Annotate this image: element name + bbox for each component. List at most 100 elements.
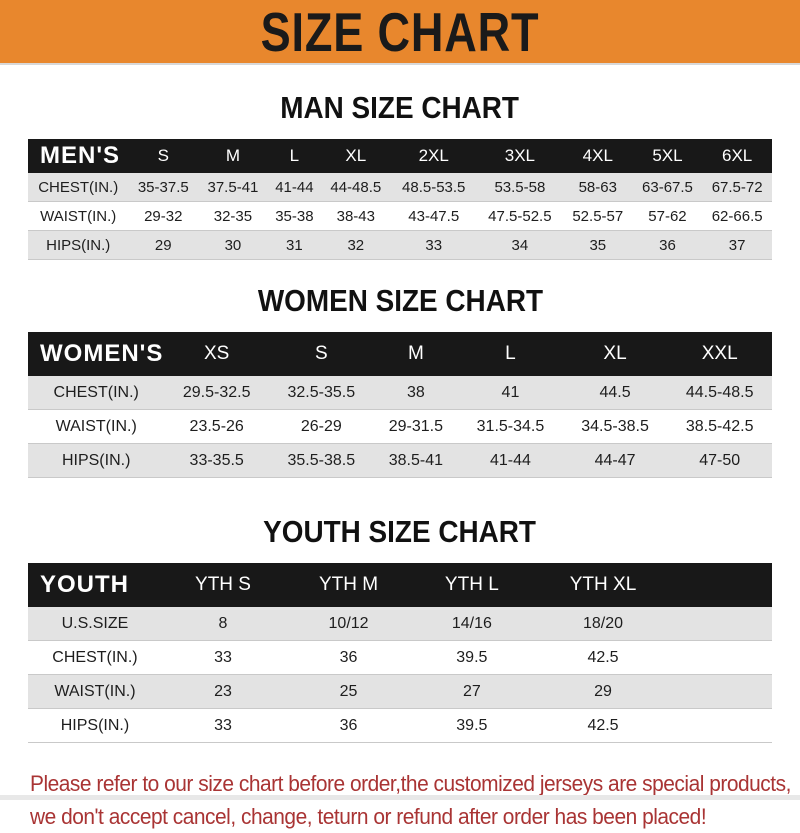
- table-header-row: YOUTH YTH S YTH M YTH L YTH XL: [28, 563, 772, 607]
- table-row: WAIST(IN.) 29-32 32-35 35-38 38-43 43-47.5 47.…: [28, 201, 772, 231]
- size-cell: 34: [511, 236, 529, 254]
- table-corner-label: MEN'S: [28, 139, 129, 173]
- size-cell: 57-62: [648, 207, 687, 225]
- footer-line-2: we don't accept cancel, change, teturn o…: [30, 804, 707, 829]
- size-column-header: XL: [562, 332, 668, 376]
- size-column-header: L: [267, 139, 321, 173]
- size-cell: 23.5-26: [189, 417, 244, 435]
- size-cell: 31.5-34.5: [476, 417, 545, 435]
- size-cell: 38: [406, 383, 425, 401]
- size-column-header: M: [198, 139, 268, 173]
- size-cell: 27: [462, 682, 481, 700]
- size-cell: 29-32: [144, 207, 183, 225]
- size-cell: 42.5: [587, 648, 619, 666]
- size-cell: 14/16: [451, 614, 492, 632]
- table-row: WAIST(IN.) 23 25 27 29: [28, 674, 772, 709]
- size-column-header: M: [373, 332, 459, 376]
- size-cell: 48.5-53.5: [402, 178, 466, 196]
- youth-size-table: YOUTH YTH S YTH M YTH L YTH XL U.S.SIZE 8 10/12…: [28, 563, 772, 743]
- size-column-header: L: [458, 332, 563, 376]
- row-label: CHEST(IN.): [38, 178, 119, 196]
- size-cell: 35.5-38.5: [287, 451, 356, 469]
- size-cell: 47.5-52.5: [488, 207, 552, 225]
- size-cell: 18/20: [582, 614, 624, 632]
- size-cell: 32.5-35.5: [287, 383, 356, 401]
- table-row: HIPS(IN.) 29 30 31 32 33 34 35 36 37: [28, 230, 772, 260]
- footer-line: Please refer to our size chart before or…: [30, 767, 800, 800]
- size-cell: 29.5-32.5: [182, 383, 251, 401]
- size-cell: 33: [214, 716, 232, 734]
- youth-size-section: YOUTH SIZE CHART YOUTH YTH S YTH M YTH L YTH…: [0, 514, 800, 743]
- size-cell: 39.5: [456, 648, 488, 666]
- women-section-heading-text: WOMEN SIZE CHART: [257, 283, 543, 318]
- table-row: CHEST(IN.) 29.5-32.5 32.5-35.5 38 41 44.5 44.5…: [28, 376, 772, 410]
- size-cell: 33: [425, 236, 443, 254]
- table-row: HIPS(IN.) 33 36 39.5 42.5: [28, 708, 772, 743]
- size-column-header: YTH S: [161, 563, 285, 607]
- table-corner-label: YOUTH: [28, 563, 162, 607]
- size-cell: 37.5-41: [207, 178, 259, 196]
- size-column-header: 2XL: [390, 139, 477, 173]
- size-cell: 44-48.5: [330, 178, 382, 196]
- size-column-header: 4XL: [562, 139, 633, 173]
- size-cell: 47-50: [699, 451, 741, 469]
- cell-spacer: [675, 709, 772, 743]
- row-label: HIPS(IN.): [46, 236, 111, 254]
- size-cell: 44.5-48.5: [685, 383, 754, 401]
- size-column-header: XL: [320, 139, 391, 173]
- size-column-header: YTH M: [284, 563, 413, 607]
- size-cell: 26-29: [300, 417, 342, 435]
- size-cell: 32-35: [213, 207, 253, 225]
- size-cell: 62-66.5: [711, 207, 763, 225]
- size-cell: 44.5: [599, 383, 631, 401]
- size-cell: 35: [589, 236, 607, 254]
- page-bottom-edge: [0, 795, 800, 800]
- size-cell: 34.5-38.5: [581, 417, 649, 435]
- size-cell: 44-47: [594, 451, 636, 469]
- size-cell: 29-31.5: [388, 417, 443, 435]
- size-cell: 52.5-57: [572, 207, 624, 225]
- row-label: HIPS(IN.): [61, 451, 131, 469]
- footer-line-1: Please refer to our size chart before or…: [30, 771, 791, 796]
- size-cell: 35-38: [275, 207, 314, 225]
- size-cell: 36: [339, 648, 358, 666]
- row-label: U.S.SIZE: [61, 614, 129, 632]
- row-label: HIPS(IN.): [60, 716, 130, 734]
- size-cell: 41-44: [275, 178, 314, 196]
- size-cell: 58-63: [578, 178, 617, 196]
- table-row: WAIST(IN.) 23.5-26 26-29 29-31.5 31.5-34.5 34…: [28, 409, 772, 444]
- size-cell: 36: [339, 716, 358, 734]
- men-size-section: MAN SIZE CHART MEN'S S M L XL 2XL 3XL 4XL 5XL 6XL…: [0, 90, 800, 260]
- size-cell: 10/12: [328, 614, 369, 632]
- size-column-header: XXL: [667, 332, 772, 376]
- footer-line: we don't accept cancel, change, teturn o…: [30, 800, 800, 833]
- table-row: CHEST(IN.) 33 36 39.5 42.5: [28, 640, 772, 675]
- table-header-row: MEN'S S M L XL 2XL 3XL 4XL 5XL 6XL: [28, 139, 772, 173]
- size-cell: 43-47.5: [408, 207, 460, 225]
- size-cell: 29: [594, 682, 612, 700]
- size-cell: 67.5-72: [711, 178, 763, 196]
- cell-spacer: [675, 641, 772, 675]
- men-size-table: MEN'S S M L XL 2XL 3XL 4XL 5XL 6XL CHEST(IN.) 35-37…: [28, 139, 772, 260]
- size-column-header: YTH XL: [530, 563, 676, 607]
- row-label: CHEST(IN.): [52, 648, 138, 666]
- row-label: WAIST(IN.): [55, 417, 137, 435]
- size-cell: 38.5-42.5: [685, 417, 754, 435]
- size-cell: 42.5: [587, 716, 619, 734]
- size-cell: 33: [214, 648, 232, 666]
- size-cell: 32: [347, 236, 365, 254]
- youth-section-heading: YOUTH SIZE CHART: [0, 514, 800, 550]
- table-row: CHEST(IN.) 35-37.5 37.5-41 41-44 44-48.5 48.5…: [28, 173, 772, 202]
- size-cell: 38-43: [336, 207, 375, 225]
- size-cell: 36: [659, 236, 676, 254]
- size-cell: 41-44: [489, 451, 531, 469]
- table-corner-label: WOMEN'S: [28, 332, 165, 376]
- row-label: CHEST(IN.): [53, 383, 139, 401]
- men-section-heading-text: MAN SIZE CHART: [280, 90, 520, 125]
- row-label: WAIST(IN.): [54, 682, 136, 700]
- size-cell: 31: [286, 236, 303, 254]
- table-header-row: WOMEN'S XS S M L XL XXL: [28, 332, 772, 376]
- women-size-table: WOMEN'S XS S M L XL XXL CHEST(IN.) 29.5-32.5 32.5…: [28, 332, 772, 478]
- cell-spacer: [675, 675, 772, 709]
- women-section-heading: WOMEN SIZE CHART: [0, 283, 800, 319]
